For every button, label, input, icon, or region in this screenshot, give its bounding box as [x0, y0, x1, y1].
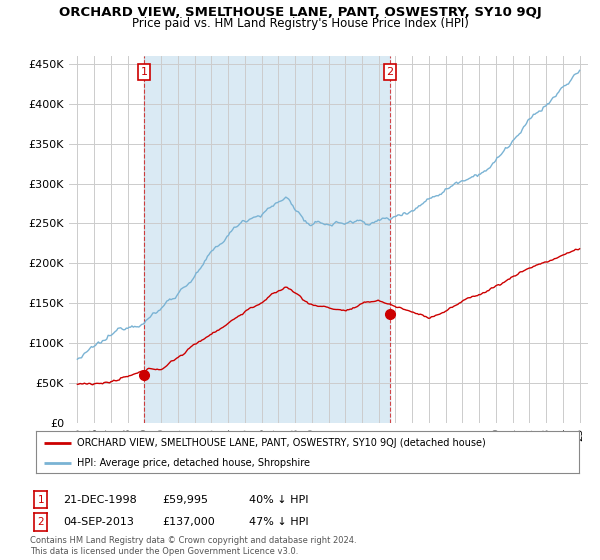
Text: £59,995: £59,995 [162, 494, 208, 505]
Text: Price paid vs. HM Land Registry's House Price Index (HPI): Price paid vs. HM Land Registry's House … [131, 17, 469, 30]
Text: HPI: Average price, detached house, Shropshire: HPI: Average price, detached house, Shro… [77, 458, 310, 468]
Text: ORCHARD VIEW, SMELTHOUSE LANE, PANT, OSWESTRY, SY10 9QJ (detached house): ORCHARD VIEW, SMELTHOUSE LANE, PANT, OSW… [77, 437, 485, 447]
Text: 1: 1 [140, 67, 148, 77]
Text: 40% ↓ HPI: 40% ↓ HPI [249, 494, 308, 505]
Bar [144, 56, 390, 423]
Text: 2: 2 [386, 67, 394, 77]
Text: 47% ↓ HPI: 47% ↓ HPI [249, 517, 308, 527]
Text: 2: 2 [37, 517, 44, 527]
Text: ORCHARD VIEW, SMELTHOUSE LANE, PANT, OSWESTRY, SY10 9QJ: ORCHARD VIEW, SMELTHOUSE LANE, PANT, OSW… [59, 6, 541, 18]
Text: 04-SEP-2013: 04-SEP-2013 [63, 517, 134, 527]
Text: 1: 1 [37, 494, 44, 505]
Text: Contains HM Land Registry data © Crown copyright and database right 2024.
This d: Contains HM Land Registry data © Crown c… [30, 536, 356, 556]
Text: 21-DEC-1998: 21-DEC-1998 [63, 494, 137, 505]
Text: £137,000: £137,000 [162, 517, 215, 527]
